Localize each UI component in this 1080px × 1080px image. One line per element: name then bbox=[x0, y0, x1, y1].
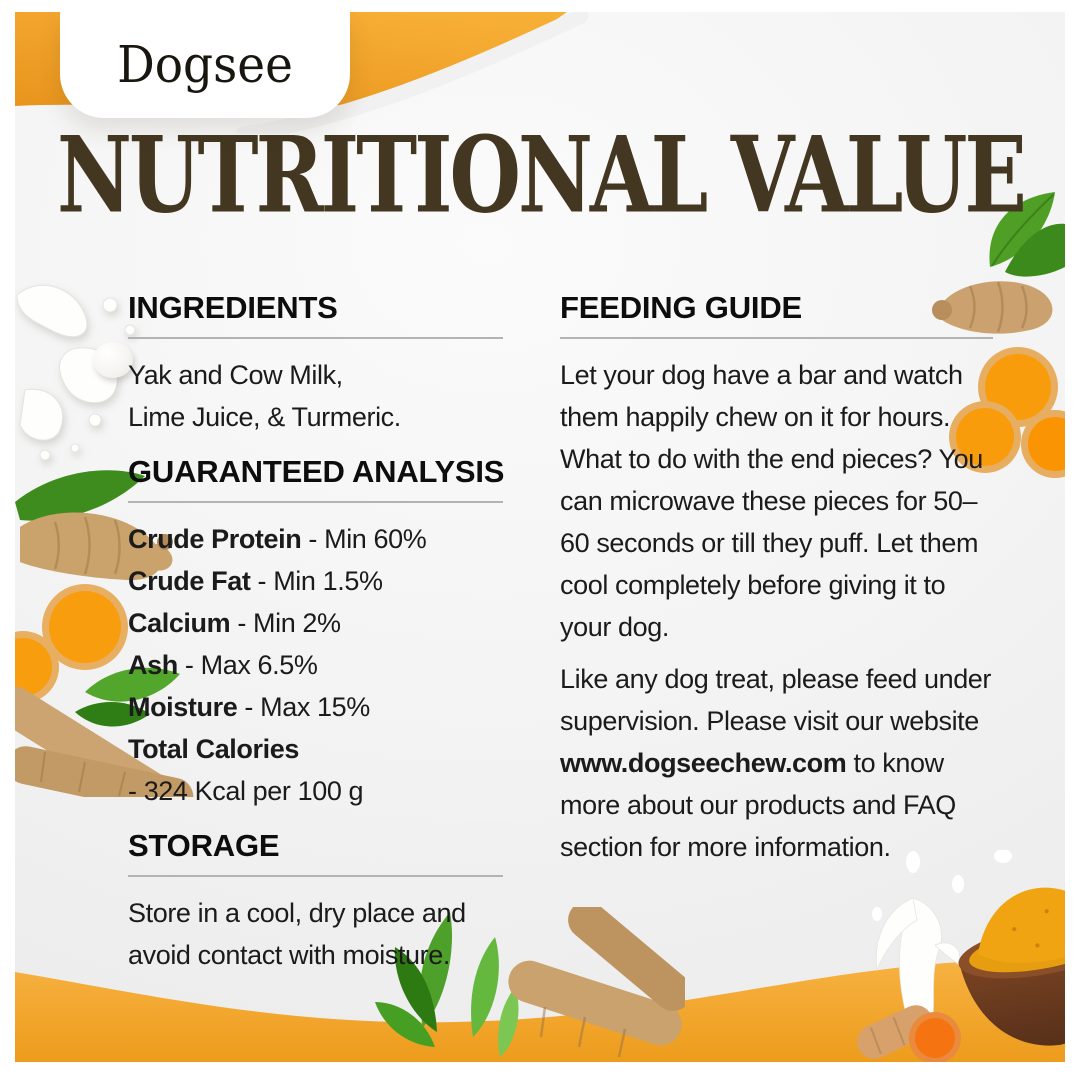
analysis-label: Crude Protein bbox=[128, 524, 302, 554]
feeding-guide-section: FEEDING GUIDE Let your dog have a bar an… bbox=[560, 290, 993, 868]
analysis-value: - Min 60% bbox=[301, 524, 427, 554]
left-column: INGREDIENTS Yak and Cow Milk, Lime Juice,… bbox=[128, 290, 528, 992]
storage-line: Store in a cool, dry place and bbox=[128, 898, 466, 928]
divider bbox=[128, 875, 503, 877]
storage-text: Store in a cool, dry place and avoid cont… bbox=[128, 892, 528, 976]
feeding-guide-paragraph-2: Like any dog treat, please feed under su… bbox=[560, 658, 993, 868]
ingredients-heading: INGREDIENTS bbox=[128, 290, 338, 325]
website-url: www.dogseechew.com bbox=[560, 748, 847, 778]
storage-section: STORAGE Store in a cool, dry place and av… bbox=[128, 828, 528, 976]
analysis-label: Crude Fat bbox=[128, 566, 251, 596]
analysis-label: Ash bbox=[128, 650, 178, 680]
orange-wave-bottom-decoration bbox=[15, 960, 1065, 1062]
analysis-value: - Min 1.5% bbox=[250, 566, 383, 596]
brand-logo-text: Dogsee bbox=[117, 35, 293, 95]
analysis-row: Crude Protein - Min 60% bbox=[128, 518, 528, 560]
storage-heading: STORAGE bbox=[128, 828, 280, 863]
milk-drop-illustration bbox=[93, 342, 133, 378]
right-column: FEEDING GUIDE Let your dog have a bar an… bbox=[560, 290, 993, 884]
analysis-label: Total Calories bbox=[128, 734, 299, 764]
analysis-row: Calcium - Min 2% bbox=[128, 602, 528, 644]
analysis-row: Moisture - Max 15% bbox=[128, 686, 528, 728]
analysis-row: - 324 Kcal per 100 g bbox=[128, 770, 528, 812]
guaranteed-analysis-heading: GUARANTEED ANALYSIS bbox=[128, 454, 505, 489]
analysis-label: Moisture bbox=[128, 692, 238, 722]
guaranteed-analysis-section: GUARANTEED ANALYSIS Crude Protein - Min … bbox=[128, 454, 528, 812]
analysis-value: - 324 Kcal per 100 g bbox=[128, 776, 364, 806]
page-title: NUTRITIONAL VALUE bbox=[57, 114, 1027, 237]
analysis-value: - Max 6.5% bbox=[177, 650, 318, 680]
ingredients-section: INGREDIENTS Yak and Cow Milk, Lime Juice,… bbox=[128, 290, 528, 438]
divider bbox=[560, 337, 993, 339]
feeding-guide-paragraph-1: Let your dog have a bar and watch them h… bbox=[560, 360, 983, 642]
divider bbox=[128, 337, 503, 339]
analysis-value: - Max 15% bbox=[237, 692, 370, 722]
feeding-guide-text-before-url: Like any dog treat, please feed under su… bbox=[560, 664, 992, 736]
divider bbox=[128, 501, 503, 503]
storage-line: avoid contact with moisture. bbox=[128, 940, 450, 970]
analysis-row: Crude Fat - Min 1.5% bbox=[128, 560, 528, 602]
poster-frame: Dogsee NUTRITIONAL VALUE bbox=[15, 12, 1065, 1062]
brand-logo: Dogsee bbox=[60, 12, 350, 118]
analysis-label: Calcium bbox=[128, 608, 231, 638]
analysis-row: Total Calories bbox=[128, 728, 528, 770]
analysis-value: - Min 2% bbox=[230, 608, 341, 638]
ingredients-line: Yak and Cow Milk, bbox=[128, 360, 343, 390]
feeding-guide-text-after-url: to know more about our products and FAQ … bbox=[560, 748, 956, 862]
ingredients-line: Lime Juice, & Turmeric. bbox=[128, 402, 401, 432]
analysis-row: Ash - Max 6.5% bbox=[128, 644, 528, 686]
guaranteed-analysis-list: Crude Protein - Min 60% Crude Fat - Min … bbox=[128, 518, 528, 812]
ingredients-text: Yak and Cow Milk, Lime Juice, & Turmeric. bbox=[128, 354, 528, 438]
feeding-guide-heading: FEEDING GUIDE bbox=[560, 290, 802, 325]
